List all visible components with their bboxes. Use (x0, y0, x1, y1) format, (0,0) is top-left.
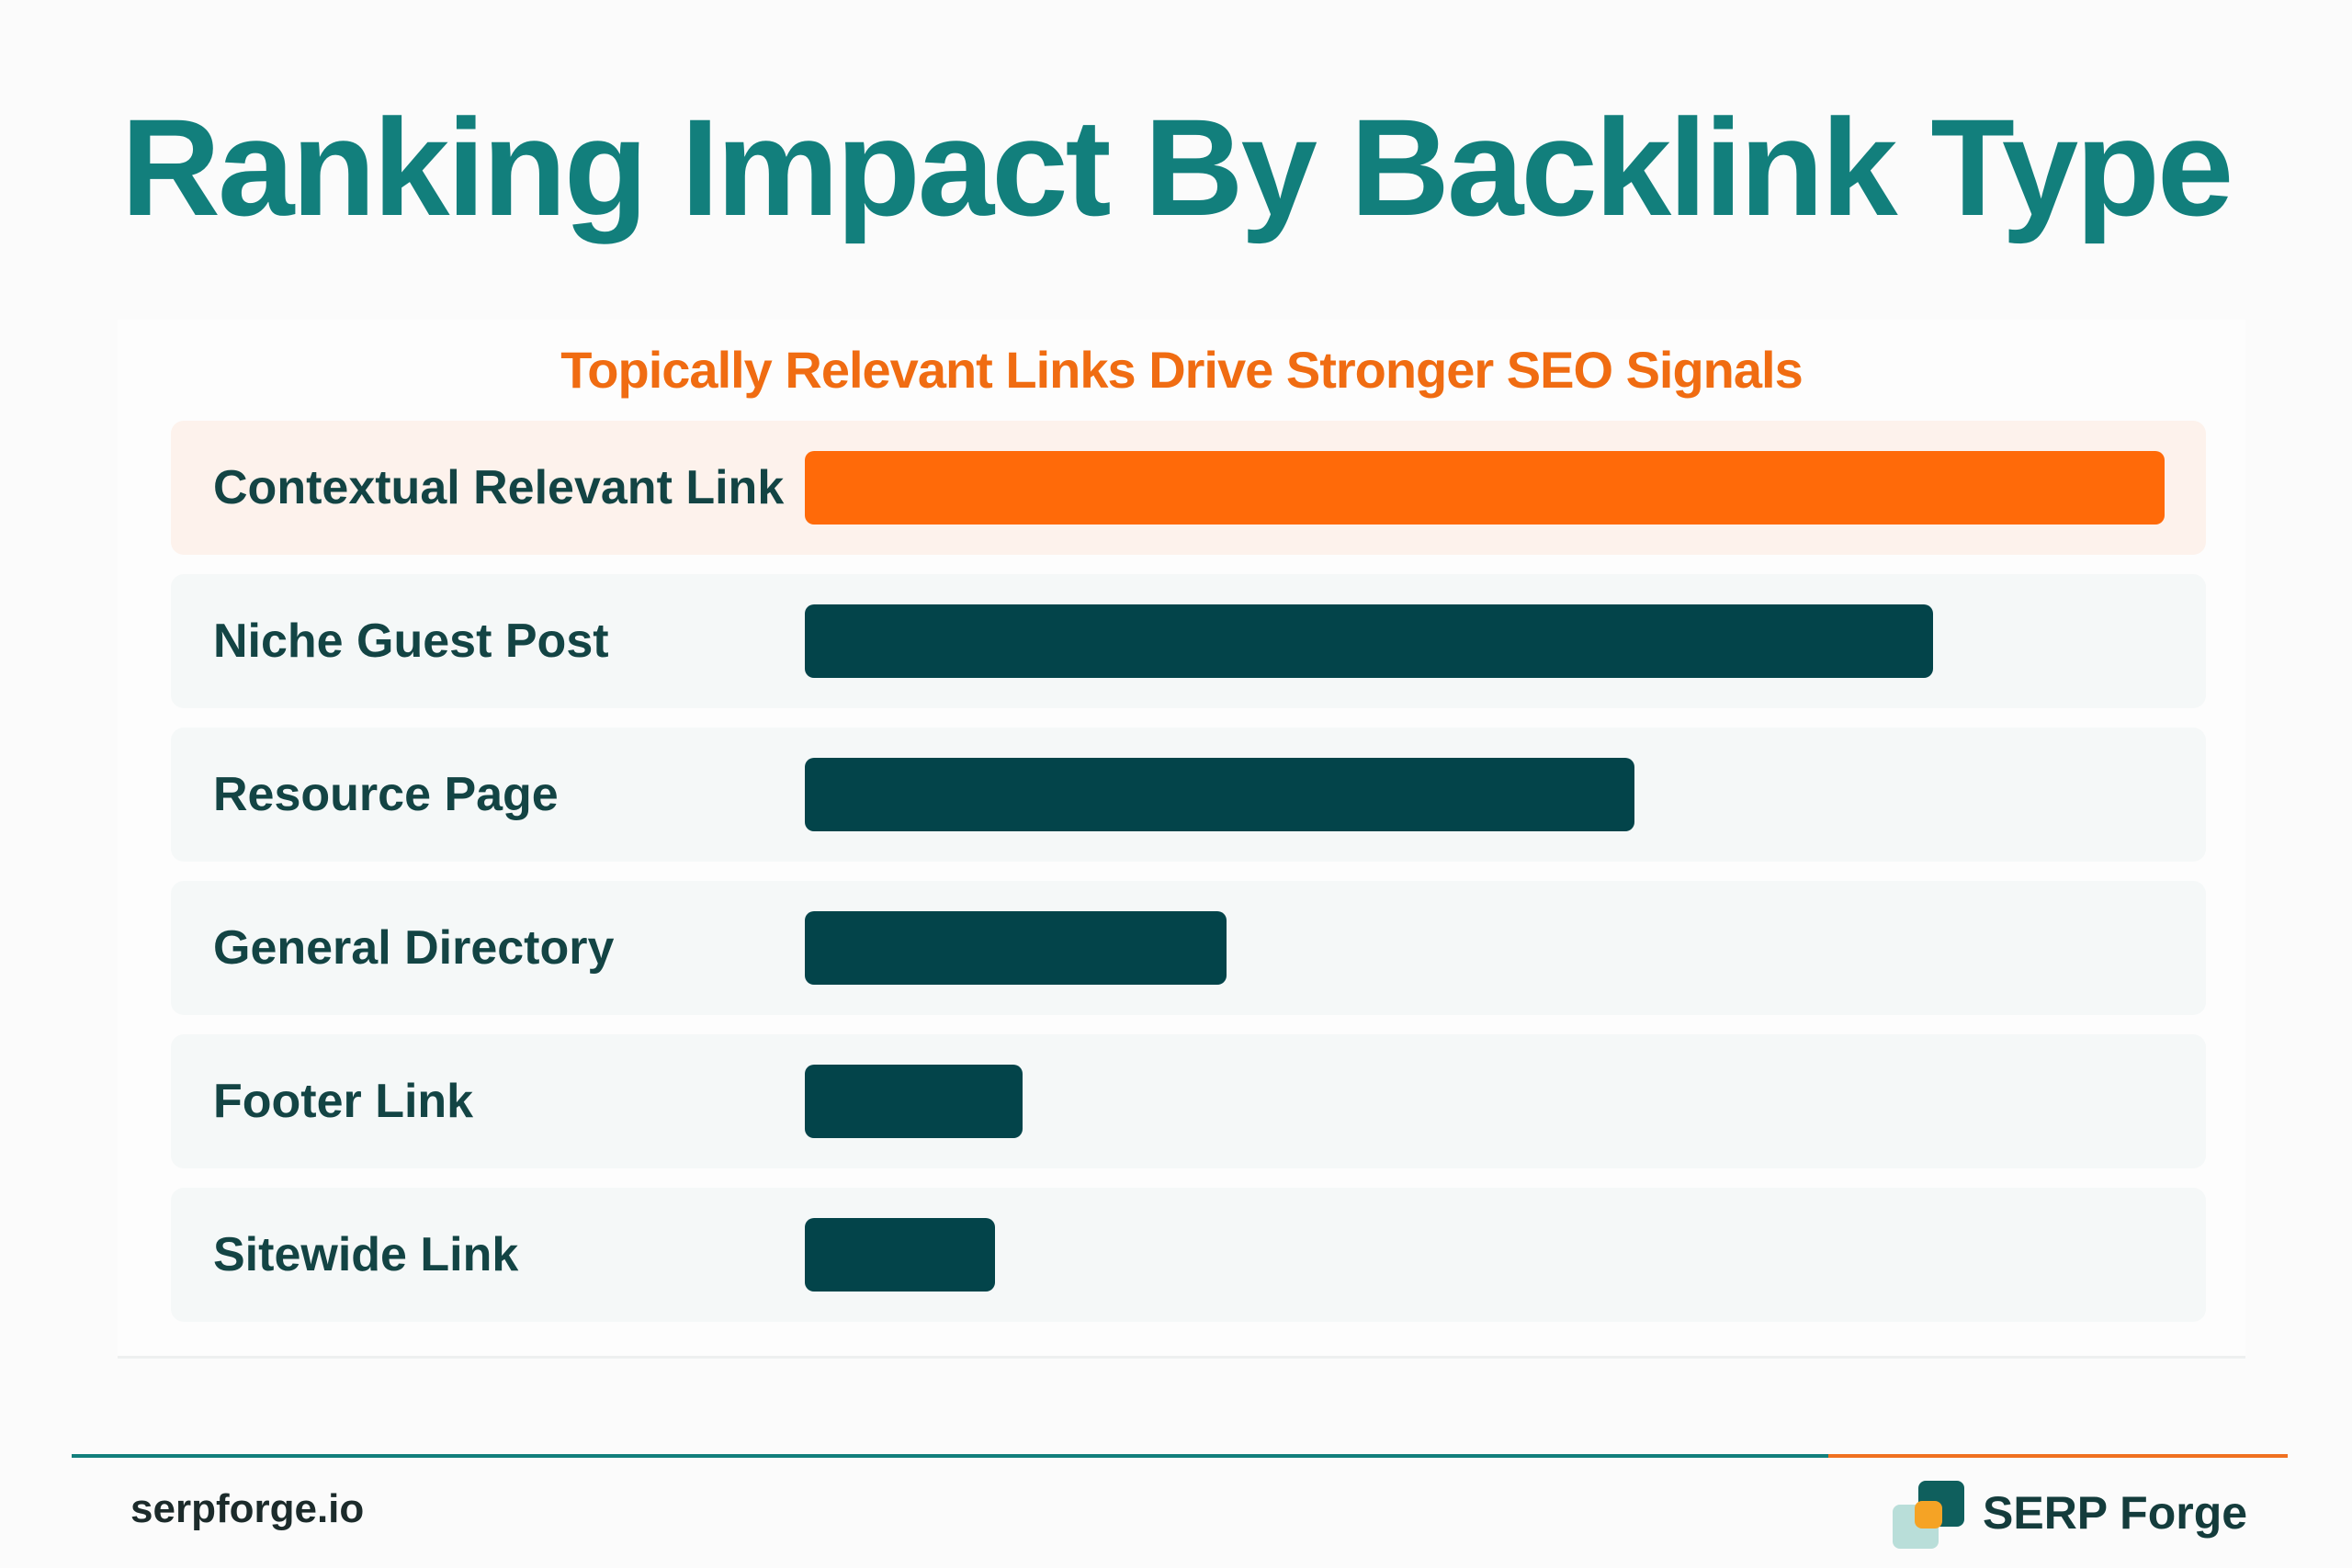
bar-row: Footer Link (171, 1034, 2206, 1168)
footer-divider-orange (1828, 1454, 2288, 1458)
bar-label: Resource Page (213, 768, 559, 821)
stacked-squares-logo-icon (1893, 1477, 1966, 1551)
footer-divider-teal (72, 1454, 1828, 1458)
chart-panel: Topically Relevant Links Drive Stronger … (118, 320, 2245, 1359)
bar-label: Niche Guest Post (213, 615, 609, 668)
bar-row: Sitewide Link (171, 1188, 2206, 1322)
bar (805, 758, 1634, 831)
bar-label: Sitewide Link (213, 1228, 519, 1281)
bar-label: Footer Link (213, 1075, 474, 1128)
bar (805, 1065, 1023, 1138)
bar (805, 911, 1227, 985)
bar-label: General Directory (213, 921, 615, 975)
chart-subtitle: Topically Relevant Links Drive Stronger … (560, 341, 1804, 399)
bar-row: Niche Guest Post (171, 574, 2206, 708)
bar (805, 1218, 995, 1292)
bar (805, 604, 1933, 678)
brand-name: SERP Forge (1983, 1487, 2248, 1539)
site-url[interactable]: serpforge.io (130, 1486, 365, 1531)
bar-row: Contextual Relevant Link (171, 421, 2206, 555)
bar-label: Contextual Relevant Link (213, 461, 785, 514)
bar (805, 451, 2165, 525)
bar-row: Resource Page (171, 728, 2206, 862)
chart-title: Ranking Impact By Backlink Type (120, 90, 2234, 244)
bar-row: General Directory (171, 881, 2206, 1015)
